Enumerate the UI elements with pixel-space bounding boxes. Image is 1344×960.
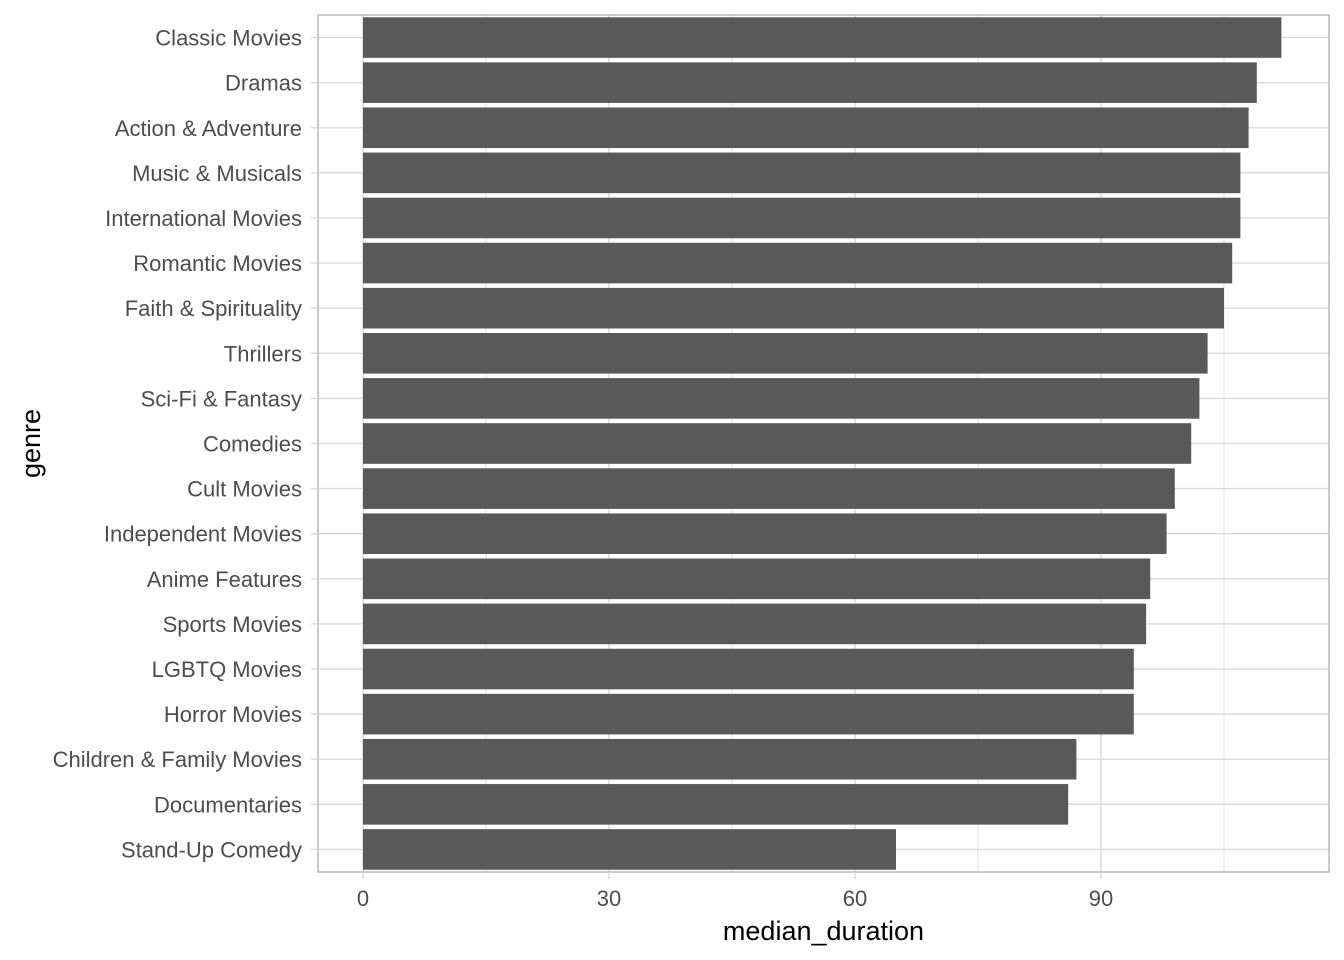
y-tick-label: Romantic Movies <box>133 251 302 276</box>
y-tick-label: Comedies <box>203 432 302 457</box>
bar <box>363 242 1233 284</box>
x-axis: 0 30 60 90 <box>357 872 1113 911</box>
bar <box>363 738 1077 780</box>
y-tick-label: Music & Musicals <box>132 161 302 186</box>
bar <box>363 378 1200 419</box>
y-tick-label: Dramas <box>225 71 302 96</box>
bar <box>363 423 1192 464</box>
bar <box>363 648 1134 690</box>
bar <box>363 152 1241 194</box>
y-tick-label: Faith & Spirituality <box>125 296 302 321</box>
bar <box>363 558 1151 600</box>
y-tick-label: Sci-Fi & Fantasy <box>141 386 302 411</box>
x-tick-label: 60 <box>843 886 867 911</box>
x-tick-label: 30 <box>597 886 621 911</box>
y-tick-label: Cult Movies <box>187 477 302 502</box>
bar <box>363 107 1249 149</box>
bar <box>363 603 1147 645</box>
bar <box>363 332 1208 374</box>
y-tick-label: Action & Adventure <box>115 116 302 141</box>
bar <box>363 17 1282 58</box>
x-tick-label: 0 <box>357 886 369 911</box>
bar <box>363 784 1069 825</box>
bar <box>363 287 1224 329</box>
bar <box>363 513 1167 555</box>
bar <box>363 468 1175 509</box>
y-tick-label: Stand-Up Comedy <box>121 837 302 862</box>
x-tick-label: 90 <box>1089 886 1113 911</box>
bar <box>363 62 1257 103</box>
y-tick-label: LGBTQ Movies <box>152 657 302 682</box>
y-axis-title: genre <box>16 409 46 478</box>
x-axis-title: median_duration <box>723 916 924 946</box>
y-tick-label: International Movies <box>105 206 302 231</box>
bar <box>363 829 896 870</box>
y-tick-label: Documentaries <box>154 792 302 817</box>
y-tick-label: Children & Family Movies <box>53 747 302 772</box>
y-tick-label: Thrillers <box>224 341 302 366</box>
y-tick-label: Anime Features <box>147 567 302 592</box>
bars <box>363 17 1282 870</box>
bar <box>363 693 1134 735</box>
y-tick-label: Sports Movies <box>163 612 302 637</box>
y-tick-label: Horror Movies <box>164 702 302 727</box>
y-axis: Classic Movies Dramas Action & Adventure Mu… <box>53 26 318 862</box>
bar <box>363 197 1241 239</box>
y-tick-label: Classic Movies <box>155 26 302 51</box>
y-tick-label: Independent Movies <box>104 522 302 547</box>
